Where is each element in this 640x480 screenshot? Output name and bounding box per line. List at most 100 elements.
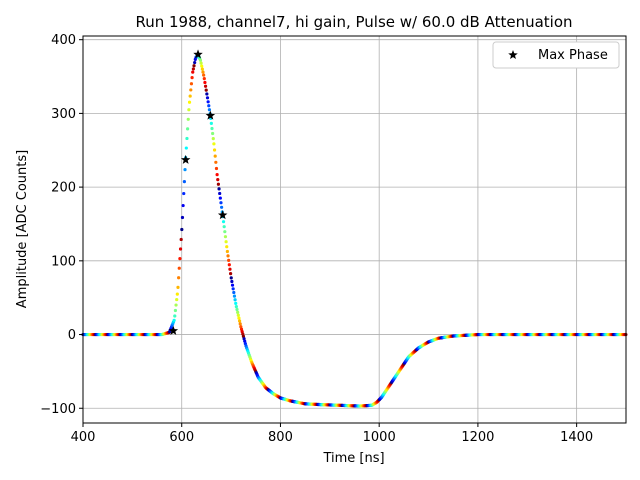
waveform-point: [218, 191, 222, 196]
waveform-point: [231, 287, 235, 291]
waveform-point: [214, 160, 218, 164]
waveform-point: [200, 64, 204, 68]
waveform-point: [174, 303, 178, 307]
plot-frame: [82, 35, 627, 424]
waveform-point: [223, 230, 227, 234]
waveform-point: [192, 64, 196, 68]
waveform-point: [234, 305, 238, 309]
waveform-point: [227, 263, 231, 267]
waveform-point: [178, 257, 182, 261]
waveform-point: [212, 148, 217, 152]
waveform-point: [186, 117, 190, 121]
waveform-point: [175, 297, 179, 302]
legend-box: [492, 41, 620, 69]
waveform-point: [216, 182, 220, 186]
waveform-point: [182, 179, 186, 184]
waveform-point: [190, 76, 194, 80]
waveform-point: [229, 276, 233, 280]
waveform-point: [187, 108, 191, 112]
chart-title: Run 1988, channel7, hi gain, Pulse w/ 60…: [135, 13, 572, 31]
waveform-point: [198, 58, 203, 62]
y-tick-label: 0: [68, 328, 76, 343]
waveform-point: [185, 136, 189, 141]
waveform-point: [237, 316, 241, 320]
waveform-point: [228, 267, 232, 271]
waveform-point: [191, 67, 195, 71]
waveform-point: [175, 292, 179, 296]
waveform-point: [215, 173, 219, 177]
waveform-point: [235, 307, 239, 312]
waveform-point: [187, 100, 192, 104]
waveform-point: [178, 247, 183, 251]
waveform-point: [183, 168, 187, 172]
waveform-point: [222, 225, 226, 229]
waveform-point: [203, 84, 208, 88]
waveform-point: [173, 308, 178, 313]
waveform-point: [224, 240, 228, 244]
max-phase-point: [168, 325, 179, 335]
y-tick-label: 100: [51, 254, 76, 269]
waveform-point: [209, 121, 213, 125]
waveform-point: [205, 96, 210, 100]
waveform-point: [220, 205, 224, 209]
x-tick-label: 1200: [461, 430, 494, 445]
x-axis-label: Time [ns]: [322, 451, 384, 466]
max-phase-point: [180, 154, 191, 164]
waveform-point: [237, 319, 242, 323]
legend-star-icon: [508, 50, 518, 60]
waveform-point: [207, 108, 212, 112]
waveform-point: [225, 249, 229, 254]
waveform-point: [232, 294, 237, 298]
waveform-point: [214, 166, 219, 171]
waveform-point: [213, 154, 217, 158]
waveform-point: [240, 329, 244, 334]
waveform-point: [206, 100, 210, 104]
waveform-point: [216, 178, 220, 182]
waveform-point: [205, 92, 209, 96]
max-phase-point: [205, 110, 216, 120]
legend-label: Max Phase: [538, 48, 608, 63]
waveform-point: [221, 220, 226, 224]
max-phase-point: [217, 210, 228, 220]
waveform-point: [207, 104, 211, 108]
y-tick-label: 300: [51, 107, 76, 122]
waveform-point: [217, 187, 221, 191]
y-tick-label: 200: [51, 181, 76, 196]
waveform-point: [188, 94, 192, 98]
waveform-point: [230, 283, 235, 287]
waveform-point: [202, 73, 206, 77]
waveform-point: [189, 82, 194, 86]
waveform-point: [199, 61, 203, 65]
waveform-point: [238, 322, 242, 326]
waveform-point: [219, 201, 223, 205]
waveform-point: [229, 272, 233, 276]
waveform-point: [177, 276, 181, 280]
x-tick-label: 600: [169, 430, 194, 445]
waveform-point: [182, 191, 186, 196]
waveform-point: [212, 142, 216, 146]
waveform-point: [191, 70, 195, 74]
waveform-point: [223, 235, 228, 239]
grid: [82, 36, 626, 423]
x-tick-label: 800: [268, 430, 293, 445]
waveform-point: [177, 266, 181, 270]
waveform-point: [189, 88, 193, 92]
max-phase-point: [193, 49, 203, 59]
x-tick-label: 1000: [363, 430, 396, 445]
waveform-point: [180, 215, 185, 220]
waveform-point: [172, 318, 176, 322]
waveform-point: [193, 60, 197, 65]
waveform-point: [236, 313, 240, 317]
waveform-point: [225, 245, 229, 249]
waveform-point: [201, 70, 205, 74]
waveform-point: [204, 88, 208, 92]
waveform-point: [173, 314, 177, 318]
waveform-point: [210, 126, 214, 131]
waveform-point: [234, 301, 238, 305]
waveform-point: [226, 254, 230, 258]
y-tick-label: 400: [51, 33, 76, 48]
legend: Max Phase: [492, 41, 620, 69]
waveform-point: [180, 227, 184, 232]
waveform-point: [211, 137, 215, 141]
